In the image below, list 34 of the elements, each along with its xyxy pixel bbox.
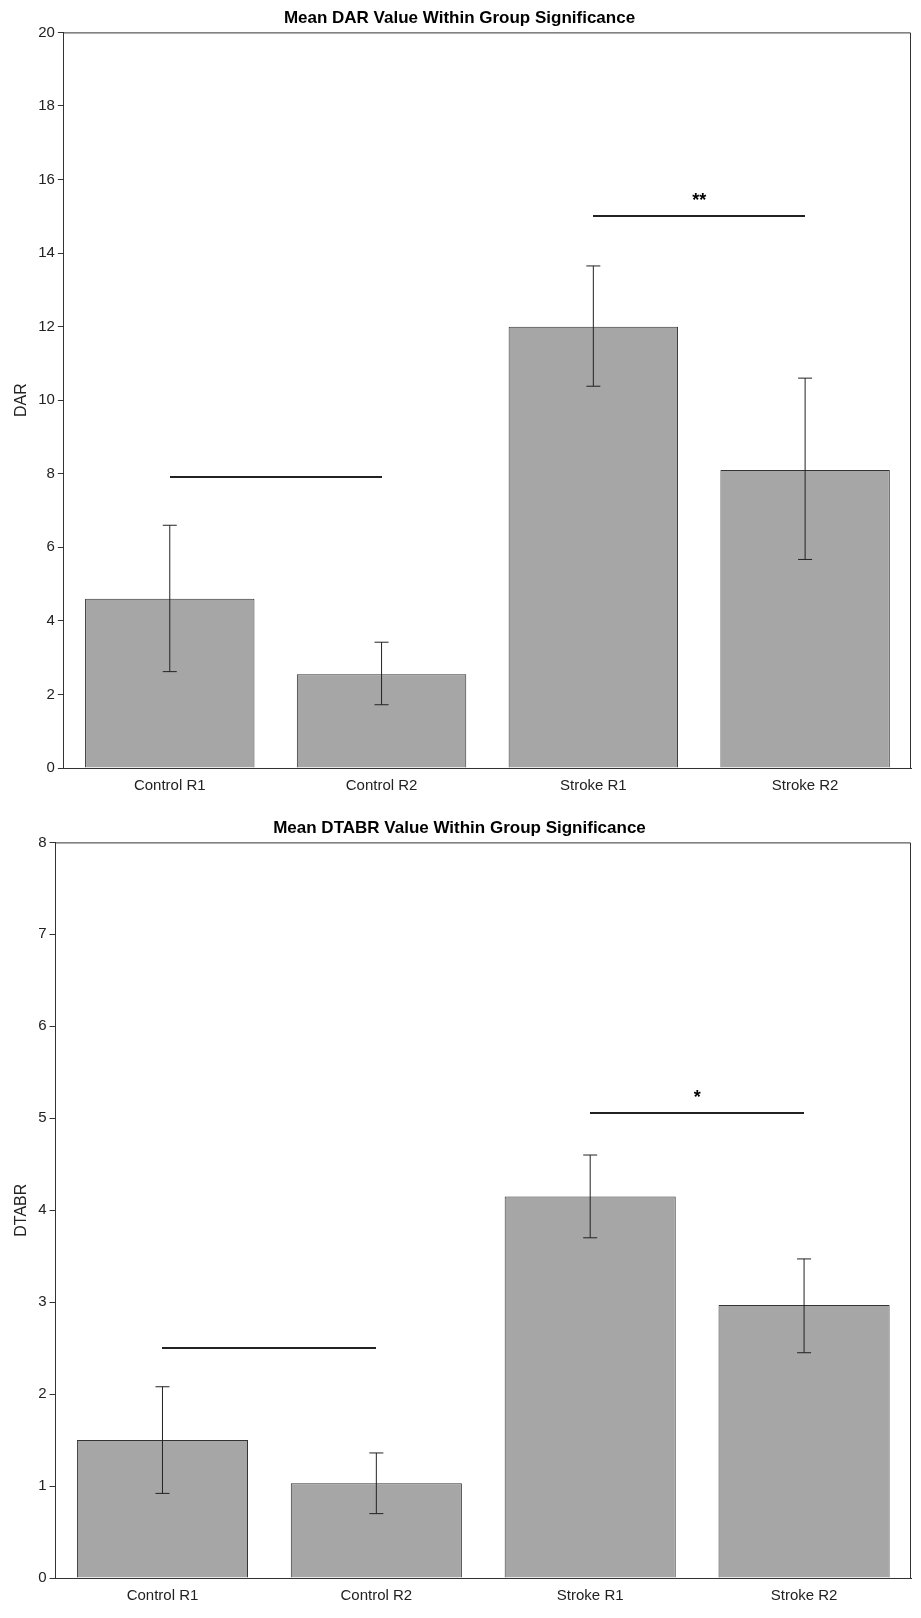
y-axis-title: DAR xyxy=(12,383,30,418)
y-tick-label: 5 xyxy=(38,1108,47,1126)
y-tick-label: 1 xyxy=(38,1476,47,1494)
x-tick-label: Control R2 xyxy=(345,776,418,794)
y-tick-label: 14 xyxy=(38,243,55,261)
y-tick-label: 8 xyxy=(38,832,47,850)
y-tick-label: 18 xyxy=(38,96,55,114)
x-tick-label: Stroke R1 xyxy=(556,1586,624,1604)
y-tick-label: 0 xyxy=(38,1568,47,1586)
x-tick-label: Stroke R2 xyxy=(770,1586,838,1604)
annotation: * xyxy=(693,1086,701,1107)
x-tick-label: Stroke R1 xyxy=(559,776,627,794)
chart-title: Mean DTABR Value Within Group Significance xyxy=(273,817,646,837)
y-tick-label: 4 xyxy=(38,1200,47,1218)
y-tick-label: 3 xyxy=(38,1292,47,1310)
y-tick-label: 6 xyxy=(46,537,55,555)
x-tick-label: Control R1 xyxy=(133,776,206,794)
y-tick-label: 8 xyxy=(46,463,55,481)
y-tick-label: 2 xyxy=(46,684,55,702)
y-tick-label: 7 xyxy=(38,924,47,942)
y-tick-label: 2 xyxy=(38,1384,47,1402)
y-tick-label: 6 xyxy=(38,1016,47,1034)
y-tick-label: 10 xyxy=(38,390,55,408)
x-tick-label: Control R2 xyxy=(340,1586,413,1604)
y-tick-label: 16 xyxy=(38,169,55,187)
x-tick-label: Control R1 xyxy=(126,1586,199,1604)
y-axis-title: DTABR xyxy=(12,1183,30,1237)
y-tick-label: 4 xyxy=(46,611,55,629)
y-tick-label: 20 xyxy=(38,22,55,40)
x-tick-label: Stroke R2 xyxy=(771,776,839,794)
y-tick-label: 12 xyxy=(38,316,55,334)
chart-title: Mean DAR Value Within Group Significance xyxy=(283,7,636,27)
annotation: ** xyxy=(692,189,707,210)
y-tick-label: 0 xyxy=(46,758,55,776)
